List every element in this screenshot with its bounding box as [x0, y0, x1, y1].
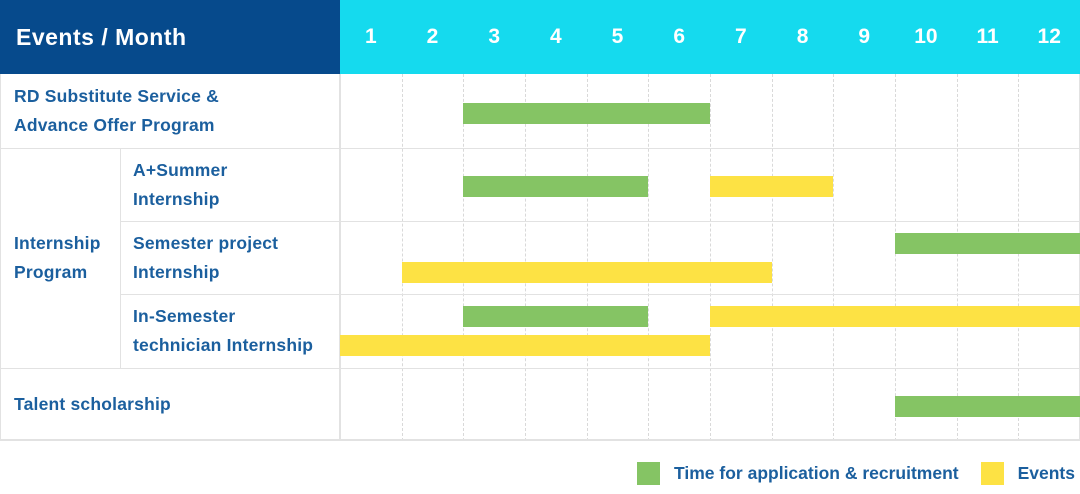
- legend: Time for application & recruitment Events: [0, 455, 1080, 491]
- green-swatch: [637, 461, 661, 485]
- row-label-line: Advance Offer Program: [14, 115, 215, 135]
- bar-yellow: [710, 176, 834, 197]
- table-bottom-border: [0, 439, 1080, 441]
- month-header-cell: 2: [426, 25, 439, 48]
- row-label-talent-scholarship: Talent scholarship: [0, 368, 340, 441]
- bar-yellow: [710, 306, 1080, 327]
- row-label-line: Semester project: [133, 232, 279, 253]
- month-header-cell: 3: [488, 25, 501, 48]
- month-gridline: [771, 74, 773, 441]
- bar-green: [895, 396, 1080, 417]
- row-label-rd-substitute: RD Substitute Service & Advance Offer Pro…: [0, 74, 340, 148]
- bar-green: [463, 103, 710, 124]
- month-header-cell: 6: [673, 25, 686, 48]
- month-gridline: [463, 74, 465, 441]
- group-label-internship-program: Internship Program: [0, 148, 120, 368]
- header-title: Events / Month: [16, 23, 187, 50]
- row-label-line: In-Semester: [133, 306, 236, 326]
- month-header-row: 1 2 3 4 5 6 7 8 9 10 11 12: [340, 0, 1080, 74]
- row-divider: [120, 221, 1080, 222]
- month-gridline: [525, 74, 526, 441]
- month-gridline: [586, 74, 588, 441]
- row-divider: [0, 368, 1080, 369]
- month-gridline: [710, 74, 711, 441]
- row-label-line: RD Substitute Service &: [14, 86, 219, 106]
- header-events-month-cell: Events / Month: [0, 0, 340, 74]
- label-chart-divider: [339, 74, 341, 441]
- row-label-line: Internship: [133, 261, 220, 282]
- month-gridline: [833, 74, 835, 441]
- month-gridline: [956, 74, 958, 441]
- row-label-line: Talent scholarship: [14, 394, 171, 414]
- legend-label: Events: [1017, 462, 1075, 483]
- row-label-a-summer-internship: A+Summer Internship: [120, 148, 340, 221]
- row-divider: [120, 294, 1080, 295]
- month-header-cell: 5: [611, 25, 624, 48]
- row-label-line: A+Summer: [133, 159, 228, 180]
- month-header-cell: 7: [735, 25, 747, 48]
- legend-label: Time for application & recruitment: [674, 462, 959, 483]
- month-gridline: [401, 74, 403, 441]
- yellow-swatch: [980, 461, 1004, 485]
- legend-item-events: Events: [980, 461, 1075, 485]
- month-header-cell: 10: [914, 25, 938, 48]
- bar-yellow: [340, 335, 710, 356]
- month-header-cell: 9: [858, 25, 871, 48]
- bar-green: [463, 176, 649, 197]
- bar-green: [895, 233, 1080, 254]
- month-gridline: [1018, 74, 1020, 441]
- month-gridline: [895, 74, 896, 441]
- row-label-in-semester-technician-internship: In-Semester technician Internship: [120, 294, 340, 368]
- month-header-cell: 12: [1037, 25, 1061, 48]
- month-header-cell: 11: [976, 25, 999, 48]
- group-label-line: Internship: [14, 233, 101, 253]
- month-header-cell: 8: [796, 25, 809, 48]
- group-sublabel-divider: [120, 148, 121, 368]
- legend-item-application-recruitment: Time for application & recruitment: [637, 461, 959, 485]
- bar-green: [463, 306, 649, 327]
- row-divider: [0, 148, 1080, 149]
- month-gridline: [648, 74, 650, 441]
- row-label-line: Internship: [133, 188, 220, 209]
- table-left-border: [0, 74, 1, 441]
- group-label-line: Program: [14, 262, 88, 282]
- month-header-cell: 1: [364, 25, 377, 48]
- month-header-cell: 4: [550, 25, 562, 48]
- row-label-semester-project-internship: Semester project Internship: [120, 221, 340, 294]
- row-label-line: technician Internship: [133, 335, 314, 355]
- bar-yellow: [401, 262, 772, 283]
